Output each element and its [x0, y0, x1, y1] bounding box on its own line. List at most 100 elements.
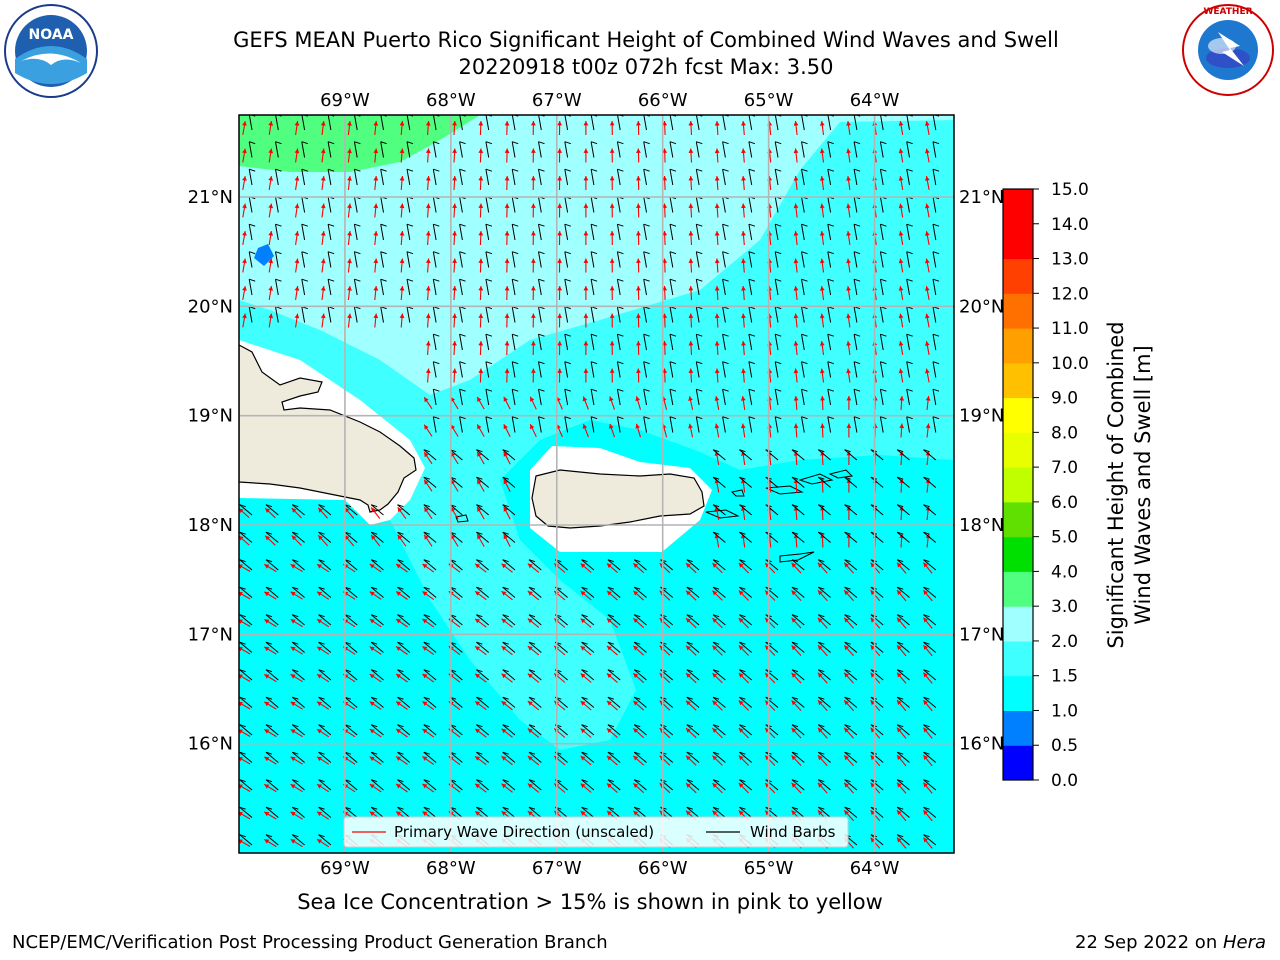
wind-barb — [774, 251, 779, 268]
wave-direction-arrowhead — [475, 646, 481, 651]
wind-barb — [449, 614, 463, 626]
wind-barb — [791, 724, 805, 736]
wind-barb — [344, 751, 358, 763]
wind-barb — [476, 751, 490, 763]
wind-barb-flag — [459, 388, 466, 392]
wave-direction-arrowhead — [450, 452, 456, 457]
wind-barb-flag — [791, 641, 799, 645]
wind-barb-flag — [512, 333, 519, 337]
wave-direction-arrowhead — [265, 508, 271, 513]
wind-barb — [923, 476, 937, 488]
island-virgin-2 — [798, 473, 834, 485]
wind-barb-flag — [634, 586, 641, 590]
wave-direction-arrowhead — [425, 148, 431, 154]
colorbar-tick-label: 12.0 — [1051, 284, 1089, 304]
wind-barb — [590, 169, 595, 186]
wind-barb-flag — [880, 251, 887, 255]
wind-barb — [827, 334, 832, 351]
wind-barb-flag — [906, 223, 913, 227]
wind-barb — [844, 531, 858, 543]
wind-barb — [686, 724, 700, 736]
wind-barb — [801, 361, 805, 378]
wind-barb — [748, 389, 753, 406]
wave-direction-arrowhead — [268, 258, 274, 264]
wave-direction-arrowhead — [557, 258, 562, 263]
wave-direction-arrowhead — [396, 646, 401, 651]
wave-direction-arrowhead — [477, 534, 482, 540]
wind-barb-flag — [634, 806, 641, 810]
wind-barb — [906, 416, 910, 433]
wave-direction-arrowhead — [817, 782, 823, 788]
wind-barb — [485, 115, 490, 131]
wind-barb-flag — [528, 779, 536, 783]
lon-label-top: 69°W — [320, 90, 370, 111]
wind-barb — [318, 724, 332, 736]
wind-barb-flag — [669, 251, 677, 255]
wind-barb — [538, 416, 542, 433]
wave-direction-arrowhead — [925, 203, 930, 209]
wind-barb — [669, 416, 674, 433]
wind-barb — [686, 586, 700, 598]
wind-barb — [344, 586, 358, 598]
wind-barb-flag — [502, 696, 509, 700]
wind-barb-flag — [844, 586, 851, 590]
wind-barb-flag — [476, 504, 483, 508]
wind-barb-flag — [696, 388, 703, 392]
wave-direction-arrowhead — [424, 534, 429, 540]
wind-barb-flag — [791, 449, 799, 453]
wind-barb — [722, 306, 726, 323]
wind-barb — [248, 169, 253, 186]
wind-barb-flag — [853, 278, 861, 282]
wind-barb — [511, 389, 516, 406]
wave-direction-arrowhead — [606, 728, 612, 734]
wave-direction-arrowhead — [636, 341, 641, 346]
wind-barb-flag — [906, 278, 913, 282]
wind-barb — [774, 389, 779, 406]
wave-direction-arrowhead — [606, 700, 612, 706]
lon-label-top: 67°W — [532, 90, 582, 111]
wave-direction-arrowhead — [580, 563, 586, 569]
wind-barb — [538, 389, 542, 406]
wind-barb — [617, 115, 621, 131]
wind-barb-flag — [538, 361, 545, 365]
wind-barb — [423, 449, 437, 461]
wind-barb-flag — [643, 361, 650, 365]
wave-direction-arrowhead — [239, 674, 243, 679]
wind-barb — [581, 696, 595, 708]
wind-barb-flag — [485, 251, 493, 255]
wind-barb — [318, 779, 332, 791]
wave-direction-arrowhead — [846, 148, 851, 154]
wind-barb-flag — [923, 641, 930, 645]
wave-direction-arrowhead — [475, 701, 481, 706]
wind-barb — [432, 169, 437, 186]
wave-direction-arrowhead — [636, 368, 641, 373]
wind-barb — [397, 751, 411, 763]
wave-direction-arrowhead — [580, 618, 586, 624]
lat-label-right: 18°N — [959, 515, 1004, 536]
wind-barb — [301, 169, 306, 186]
colorbar-tick-label: 14.0 — [1051, 215, 1089, 235]
wind-barb-flag — [818, 751, 825, 755]
wind-barb-flag — [897, 614, 904, 618]
wind-barb — [712, 806, 726, 818]
wave-direction-arrowhead — [478, 341, 484, 346]
noaa-logo: NOAA — [4, 4, 98, 98]
wind-barb — [406, 115, 411, 131]
wave-direction-arrowhead — [290, 784, 296, 789]
wind-barb — [265, 586, 279, 598]
wind-barb — [923, 614, 937, 626]
wind-barb-flag — [686, 751, 693, 755]
wind-barb-flag — [265, 834, 273, 838]
wind-barb-flag — [696, 141, 703, 145]
wave-direction-arrowhead — [923, 700, 928, 705]
wind-barb-flag — [249, 251, 256, 255]
wind-barb — [327, 251, 332, 268]
wind-barb-flag — [923, 806, 930, 810]
wind-barb-flag — [791, 751, 799, 755]
wave-direction-arrowhead — [530, 396, 535, 402]
wave-direction-arrowhead — [686, 590, 691, 596]
wave-direction-arrowhead — [636, 231, 641, 236]
wind-barb-flag — [643, 251, 650, 255]
wind-barb — [712, 724, 726, 736]
wind-barb — [423, 724, 437, 736]
